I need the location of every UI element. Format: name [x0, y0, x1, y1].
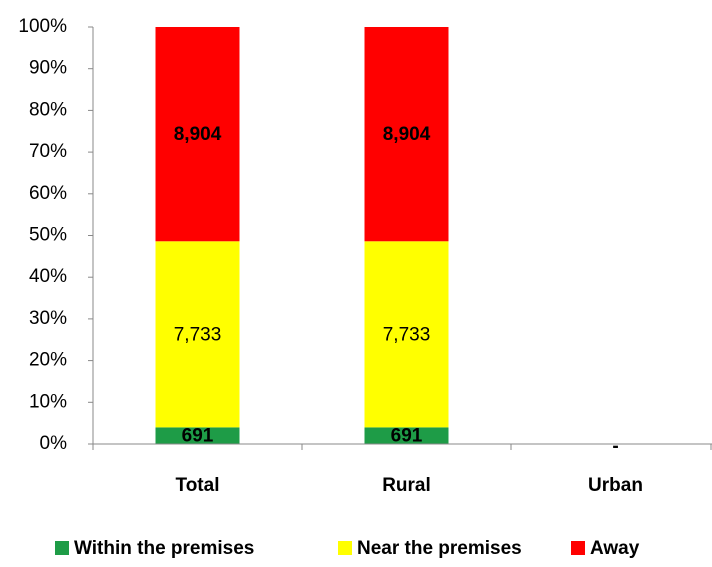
legend-label: Near the premises: [357, 538, 522, 559]
legend-swatch: [338, 541, 352, 555]
legend-swatch: [55, 541, 69, 555]
y-tick-label: 30%: [29, 308, 67, 329]
bar-segment: [364, 27, 449, 242]
data-label: 8,904: [383, 124, 431, 145]
bar-segment: [155, 427, 240, 444]
data-label: 7,733: [174, 324, 222, 345]
legend-label: Within the premises: [74, 538, 254, 559]
x-tick-label: Total: [176, 475, 220, 496]
y-tick-label: 20%: [29, 350, 67, 371]
bar-segment: [364, 427, 449, 444]
data-label: 8,904: [174, 124, 222, 145]
data-label: -: [612, 436, 618, 457]
x-tick-label: Rural: [382, 475, 431, 496]
y-tick-label: 90%: [29, 58, 67, 79]
bar-segment: [155, 27, 240, 242]
y-tick-label: 80%: [29, 99, 67, 120]
x-tick-label: Urban: [588, 475, 643, 496]
y-tick-label: 70%: [29, 141, 67, 162]
y-tick-label: 100%: [18, 16, 67, 37]
data-label: 691: [182, 426, 214, 447]
data-label: 691: [391, 426, 423, 447]
bar-segment: [364, 241, 449, 428]
y-tick-label: 60%: [29, 183, 67, 204]
y-tick-label: 50%: [29, 225, 67, 246]
y-tick-label: 40%: [29, 266, 67, 287]
legend-label: Away: [590, 538, 640, 559]
legend-swatch: [571, 541, 585, 555]
data-label: 7,733: [383, 324, 431, 345]
y-tick-label: 0%: [40, 433, 68, 454]
bar-segment: [155, 241, 240, 428]
y-tick-label: 10%: [29, 391, 67, 412]
